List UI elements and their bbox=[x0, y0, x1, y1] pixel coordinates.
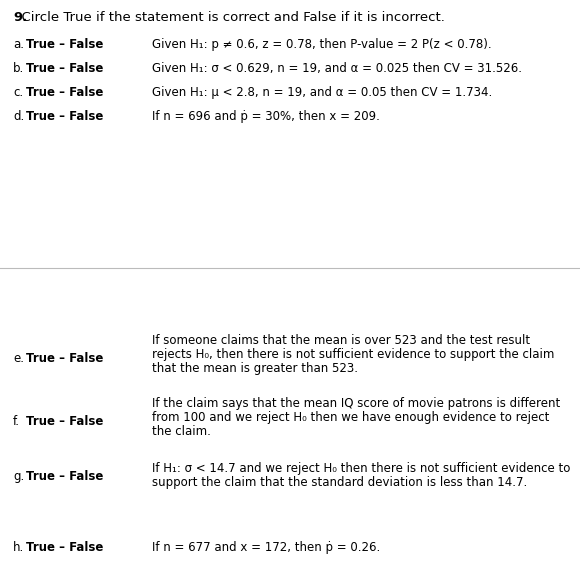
Text: True – False: True – False bbox=[26, 352, 103, 365]
Text: that the mean is greater than 523.: that the mean is greater than 523. bbox=[152, 362, 358, 375]
Text: True – False: True – False bbox=[26, 470, 103, 483]
Text: If the claim says that the mean IQ score of movie patrons is different: If the claim says that the mean IQ score… bbox=[152, 397, 560, 410]
Text: e.: e. bbox=[13, 352, 24, 365]
Text: True – False: True – False bbox=[26, 38, 103, 51]
Text: Given H₁: σ < 0.629, n = 19, and α = 0.025 then CV = 31.526.: Given H₁: σ < 0.629, n = 19, and α = 0.0… bbox=[152, 62, 522, 75]
Text: Given H₁: μ < 2.8, n = 19, and α = 0.05 then CV = 1.734.: Given H₁: μ < 2.8, n = 19, and α = 0.05 … bbox=[152, 86, 492, 99]
Text: True – False: True – False bbox=[26, 62, 103, 75]
Text: rejects H₀, then there is not sufficient evidence to support the claim: rejects H₀, then there is not sufficient… bbox=[152, 348, 554, 361]
Text: c.: c. bbox=[13, 86, 23, 99]
Text: the claim.: the claim. bbox=[152, 425, 211, 438]
Text: True – False: True – False bbox=[26, 541, 103, 554]
Text: support the claim that the standard deviation is less than 14.7.: support the claim that the standard devi… bbox=[152, 476, 527, 489]
Text: 9.: 9. bbox=[13, 11, 27, 24]
Text: If H₁: σ < 14.7 and we reject H₀ then there is not sufficient evidence to: If H₁: σ < 14.7 and we reject H₀ then th… bbox=[152, 462, 570, 475]
Text: Given H₁: p ≠ 0.6, z = 0.78, then P-value = 2 P(z < 0.78).: Given H₁: p ≠ 0.6, z = 0.78, then P-valu… bbox=[152, 38, 492, 51]
Text: True – False: True – False bbox=[26, 86, 103, 99]
Text: If n = 696 and ṗ = 30%, then x = 209.: If n = 696 and ṗ = 30%, then x = 209. bbox=[152, 110, 380, 123]
Text: Circle True if the statement is correct and False if it is incorrect.: Circle True if the statement is correct … bbox=[13, 11, 445, 24]
Text: a.: a. bbox=[13, 38, 24, 51]
Text: g.: g. bbox=[13, 470, 24, 483]
Text: If someone claims that the mean is over 523 and the test result: If someone claims that the mean is over … bbox=[152, 334, 530, 347]
Text: If n = 677 and x = 172, then ṗ = 0.26.: If n = 677 and x = 172, then ṗ = 0.26. bbox=[152, 541, 380, 554]
Text: True – False: True – False bbox=[26, 415, 103, 428]
Text: from 100 and we reject H₀ then we have enough evidence to reject: from 100 and we reject H₀ then we have e… bbox=[152, 411, 549, 424]
Text: h.: h. bbox=[13, 541, 24, 554]
Text: d.: d. bbox=[13, 110, 24, 123]
Text: True – False: True – False bbox=[26, 110, 103, 123]
Text: f.: f. bbox=[13, 415, 20, 428]
Text: b.: b. bbox=[13, 62, 24, 75]
